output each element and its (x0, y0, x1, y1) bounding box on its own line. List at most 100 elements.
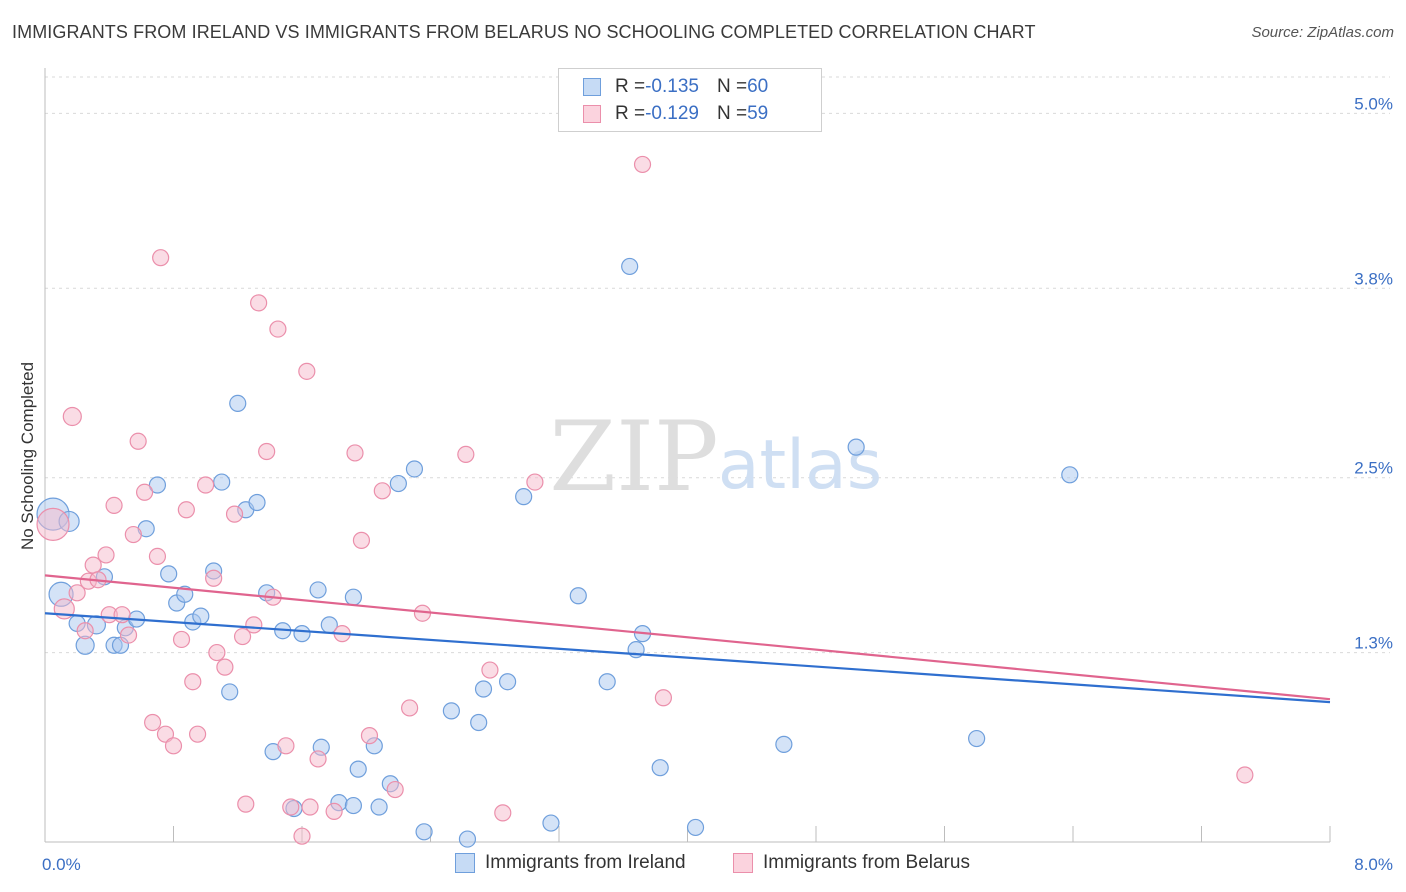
point-ireland (569, 587, 587, 605)
point-ireland (474, 680, 493, 698)
point-belarus (633, 155, 652, 174)
point-belarus (36, 507, 70, 541)
grid-lines (45, 76, 1390, 654)
point-belarus (360, 727, 379, 745)
point-belarus (352, 531, 371, 549)
point-belarus (148, 547, 167, 566)
point-belarus (301, 798, 319, 816)
point-ireland (775, 735, 793, 753)
point-belarus (76, 622, 94, 640)
point-ireland (405, 460, 424, 478)
point-ireland (248, 493, 266, 512)
point-ireland (968, 729, 986, 748)
legend-n-label: N = (716, 103, 748, 124)
point-belarus (401, 699, 419, 717)
point-ireland (309, 581, 327, 599)
point-ireland (229, 394, 247, 412)
point-belarus (208, 643, 226, 662)
point-ireland (458, 830, 477, 848)
legend-label-ireland: Immigrants from Ireland (485, 852, 686, 873)
point-ireland (621, 257, 639, 276)
legend-n-value: 60 (747, 76, 769, 97)
point-belarus (105, 496, 123, 514)
point-ireland (598, 673, 616, 691)
legend-r-label: R = (615, 76, 646, 97)
point-belarus (68, 584, 86, 602)
legend-item-ireland: Immigrants from Ireland (455, 852, 686, 874)
point-belarus (216, 658, 234, 676)
source-credit: Source: ZipAtlas.com (1251, 24, 1394, 41)
point-ireland (442, 702, 460, 720)
legend-row-belarus: R = -0.129 N = 59 (583, 101, 768, 127)
correlation-legend: R = -0.135 N = 60 R = -0.129 N = 59 (558, 68, 822, 132)
point-belarus (129, 432, 147, 450)
point-ireland (1061, 466, 1079, 484)
point-belarus (225, 505, 244, 523)
point-belarus (124, 525, 142, 544)
point-ireland (415, 823, 433, 841)
point-belarus (135, 483, 154, 501)
chart-title: IMMIGRANTS FROM IRELAND VS IMMIGRANTS FR… (12, 22, 1036, 42)
point-belarus (113, 606, 131, 624)
point-ireland (293, 625, 311, 643)
point-ireland (221, 683, 239, 701)
point-belarus (172, 630, 191, 649)
point-belarus (205, 569, 223, 587)
point-belarus (269, 320, 287, 338)
series-legend: Immigrants from Ireland Immigrants from … (0, 852, 1406, 878)
y-tick-label: 2.5% (1354, 459, 1393, 478)
point-ireland (344, 796, 362, 815)
watermark-zip: ZIP (549, 401, 718, 513)
point-belarus (309, 750, 327, 768)
legend-label-belarus: Immigrants from Belarus (763, 852, 970, 873)
point-belarus (293, 827, 311, 845)
trend-lines (44, 574, 1331, 704)
trend-line-belarus (44, 574, 1331, 701)
trend-line-ireland (44, 612, 1331, 704)
point-belarus (277, 737, 295, 755)
point-belarus (481, 661, 499, 679)
point-belarus (325, 802, 343, 821)
point-ireland (349, 760, 367, 778)
legend-item-belarus: Immigrants from Belarus (733, 852, 970, 874)
point-belarus (62, 406, 82, 427)
legend-r-label: R = (615, 103, 646, 124)
point-belarus (282, 798, 300, 816)
point-belarus (526, 473, 544, 491)
x-tick-label: 0.0% (42, 855, 81, 874)
point-ireland (213, 473, 231, 491)
legend-n-label: N = (716, 76, 748, 97)
point-ireland (344, 588, 362, 606)
point-ireland (651, 759, 669, 777)
point-belarus (386, 780, 404, 799)
point-ireland (148, 476, 167, 494)
point-belarus (457, 445, 475, 463)
point-ireland (370, 798, 388, 816)
legend-swatch-belarus (583, 105, 601, 123)
point-belarus (97, 546, 115, 564)
point-belarus (164, 737, 183, 755)
y-tick-label: 5.0% (1354, 94, 1393, 113)
x-tick-label: 8.0% (1354, 855, 1393, 874)
legend-n-value: 59 (747, 103, 769, 124)
point-belarus (233, 627, 252, 646)
legend-swatch-ireland (455, 853, 475, 873)
legend-row-ireland: R = -0.135 N = 60 (583, 74, 768, 100)
legend-r-value: -0.135 (645, 76, 699, 97)
point-ireland (499, 673, 517, 691)
point-belarus (119, 626, 138, 644)
point-belarus (144, 713, 162, 732)
point-ireland (470, 713, 488, 732)
point-ireland (160, 565, 178, 583)
point-ireland (389, 474, 407, 493)
point-belarus (258, 442, 276, 461)
tick-labels: 1.3% 2.5% 3.8% 5.0% 0.0% 8.0% (42, 94, 1393, 874)
legend-swatch-ireland (583, 78, 601, 96)
point-belarus (250, 294, 268, 312)
point-belarus (346, 444, 364, 462)
point-belarus (184, 673, 202, 691)
legend-r-value: -0.129 (645, 103, 699, 124)
point-belarus (177, 501, 195, 519)
point-ireland (686, 818, 705, 837)
